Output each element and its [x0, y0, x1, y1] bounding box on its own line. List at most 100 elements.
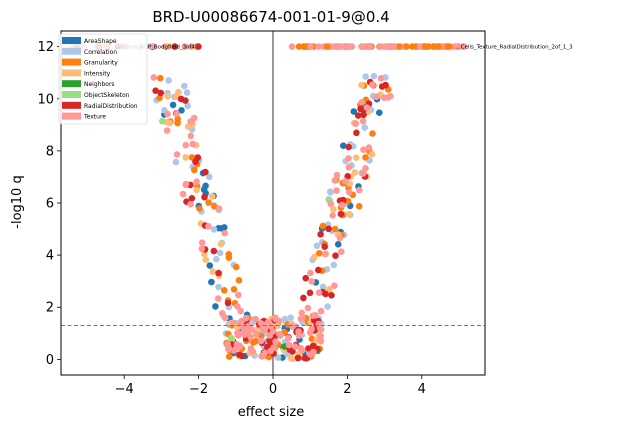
- point-granularity: [331, 225, 339, 233]
- point-texture: [221, 229, 229, 237]
- point-saturated: [165, 43, 173, 50]
- y-tick-label: 6: [46, 197, 54, 212]
- point-texture: [359, 117, 367, 125]
- point-texture: [187, 200, 194, 208]
- point-radialdistribution: [300, 294, 307, 302]
- point-correlation: [330, 261, 338, 269]
- point-texture: [338, 201, 346, 209]
- point-texture: [333, 187, 340, 194]
- point-saturated: [390, 43, 398, 50]
- point-correlation: [165, 77, 172, 84]
- point-texture: [233, 344, 240, 352]
- y-tick-label: 2: [46, 301, 54, 316]
- point-granularity: [230, 286, 238, 293]
- point-radialdistribution: [202, 168, 209, 176]
- point-objectskeleton: [159, 117, 166, 125]
- point-texture: [163, 127, 171, 134]
- point-texture: [150, 74, 158, 81]
- point-saturated: [395, 43, 403, 50]
- point-saturated: [421, 43, 429, 50]
- legend-label: Texture: [83, 114, 106, 121]
- point-radialdistribution: [306, 289, 314, 297]
- point-saturated: [430, 43, 437, 50]
- point-texture: [173, 151, 181, 158]
- point-radialdistribution: [157, 89, 165, 97]
- point-objectskeleton: [227, 334, 235, 342]
- point-radialdistribution: [345, 143, 353, 151]
- point-texture: [304, 304, 312, 312]
- x-tick-label: 0: [269, 382, 277, 397]
- x-tick-label: −4: [115, 382, 134, 397]
- point-texture: [247, 333, 254, 341]
- point-radialdistribution: [322, 290, 329, 298]
- point-texture: [198, 239, 206, 246]
- plot-area: …Texture_AGP_Bodgfield_3of4 …Cells_Textur…: [37, 30, 573, 397]
- legend-swatch: [62, 69, 81, 77]
- legend-label: AreaShape: [84, 38, 117, 45]
- point-saturated: [150, 43, 157, 50]
- point-radialdistribution: [354, 112, 362, 119]
- point-radialdistribution: [337, 210, 345, 218]
- point-granularity: [225, 251, 233, 258]
- point-texture: [222, 314, 229, 322]
- point-texture: [193, 178, 200, 185]
- point-texture: [317, 326, 325, 333]
- point-radialdistribution: [294, 354, 302, 362]
- point-texture: [331, 177, 339, 184]
- point-radialdistribution: [188, 195, 196, 202]
- point-radialdistribution: [177, 95, 185, 103]
- point-texture: [182, 141, 189, 149]
- y-tick-label: 4: [46, 249, 54, 264]
- point-saturated: [443, 43, 451, 50]
- legend-box: [58, 33, 148, 125]
- legend-swatch: [62, 101, 81, 109]
- point-correlation: [213, 255, 220, 263]
- point-texture: [295, 328, 302, 335]
- legend-label: ObjectSkeleton: [84, 92, 130, 99]
- point-radialdistribution: [382, 81, 389, 89]
- point-granularity: [250, 339, 257, 346]
- point-radialdistribution: [224, 299, 232, 307]
- point-intensity: [287, 354, 294, 362]
- point-texture: [267, 322, 275, 330]
- point-saturated: [377, 43, 384, 50]
- point-radialdistribution: [360, 111, 367, 119]
- point-texture: [205, 223, 212, 230]
- point-texture: [307, 269, 314, 277]
- point-correlation: [361, 124, 369, 131]
- point-correlation: [216, 249, 224, 257]
- point-granularity: [362, 154, 369, 161]
- point-saturated: [171, 43, 179, 50]
- point-texture: [345, 189, 353, 196]
- y-tick-label: 12: [37, 40, 54, 55]
- point-texture: [308, 278, 316, 285]
- point-granularity: [235, 277, 243, 284]
- point-radialdistribution: [210, 247, 218, 255]
- point-saturated: [417, 43, 424, 50]
- data-points: [69, 43, 468, 363]
- legend-label: Correlation: [84, 49, 117, 56]
- point-texture: [297, 344, 305, 352]
- point-texture: [247, 345, 255, 352]
- y-tick-label: 10: [37, 92, 54, 107]
- point-texture: [345, 155, 352, 162]
- point-saturated: [288, 43, 296, 50]
- point-saturated: [359, 43, 367, 50]
- point-texture: [362, 165, 369, 172]
- point-texture: [234, 303, 241, 310]
- legend-label: Neighbors: [84, 81, 115, 88]
- point-texture: [239, 323, 247, 331]
- point-granularity: [355, 202, 363, 210]
- point-radialdistribution: [353, 129, 360, 137]
- point-texture: [342, 178, 349, 185]
- point-annotation: …Cells_Texture_RadialDistribution_2of_1_…: [455, 45, 573, 51]
- x-axis-label: effect size: [238, 405, 305, 420]
- point-radialdistribution: [302, 274, 310, 282]
- point-texture: [338, 248, 345, 255]
- point-correlation: [319, 283, 327, 291]
- point-correlation: [215, 283, 222, 291]
- point-correlation: [313, 242, 321, 250]
- point-radialdistribution: [344, 173, 352, 180]
- point-radialdistribution: [328, 292, 335, 299]
- chart-title: BRD-U00086674-001-01-9@0.4: [152, 8, 389, 26]
